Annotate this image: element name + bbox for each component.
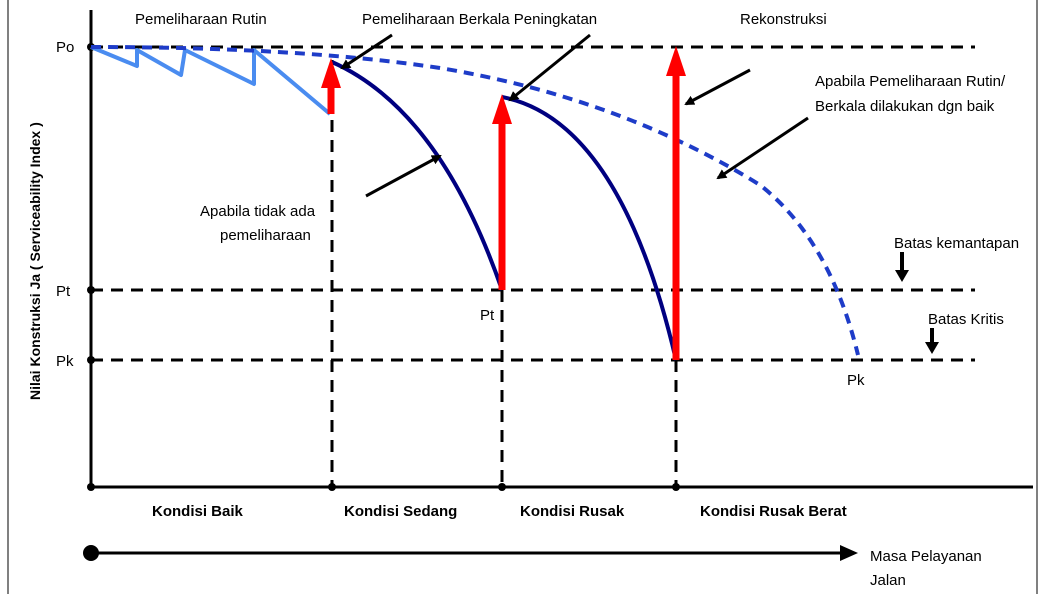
po-label: Po [56,39,74,56]
pointer-arrow-berkala [340,33,393,70]
label-rekonstruksi: Rekonstruksi [740,11,827,28]
timeline-arrow [83,545,858,561]
condition-rusak: Kondisi Rusak [520,503,625,520]
x-tick-dot [498,483,506,491]
good-maintenance-dashed-curve [90,45,860,356]
batas-kemantapan-down-arrow [895,252,909,282]
pt-label: Pt [56,283,71,300]
condition-rusak-berat: Kondisi Rusak Berat [700,503,847,520]
pointer-arrow-rekonstruksi [684,68,751,106]
condition-baik: Kondisi Baik [152,503,244,520]
x-axis-label-line2: Jalan [870,572,906,589]
annotation-no-maintenance-line1: Apabila tidak ada [200,203,316,220]
red-arrow-rekonstruksi [666,46,686,360]
annotation-good-maintenance-line2: Berkala dilakukan dgn baik [815,98,995,115]
annotation-no-maintenance-line2: pemeliharaan [220,227,311,244]
pointer-arrow-peningkatan [508,33,591,102]
y-axis-label: Nilai Konstruksi Ja ( Serviceability Ind… [27,122,43,400]
label-pemeliharaan-rutin: Pemeliharaan Rutin [135,11,267,28]
label-batas-kemantapan: Batas kemantapan [894,235,1019,252]
pointer-arrow-good-maintenance [716,116,809,180]
origin-dot [87,483,95,491]
x-axis-label-line1: Masa Pelayanan [870,548,982,565]
red-arrow-peningkatan [492,94,512,290]
condition-sedang: Kondisi Sedang [344,503,457,520]
red-arrow-berkala [321,58,341,114]
x-tick-dot [328,483,336,491]
annotation-good-maintenance-line1: Apabila Pemeliharaan Rutin/ [815,73,1006,90]
pk-label: Pk [56,353,74,370]
batas-kritis-down-arrow [925,328,939,354]
pointer-arrow-no-maintenance [365,154,442,198]
point-label-pt: Pt [480,307,495,324]
deterioration-curve-1 [331,60,504,291]
deterioration-curve-2 [501,95,678,361]
routine-maintenance-sawtooth [90,45,332,116]
point-label-pk: Pk [847,372,865,389]
label-batas-kritis: Batas Kritis [928,311,1004,328]
label-pemeliharaan-berkala: Pemeliharaan Berkala Peningkatan [362,11,597,28]
